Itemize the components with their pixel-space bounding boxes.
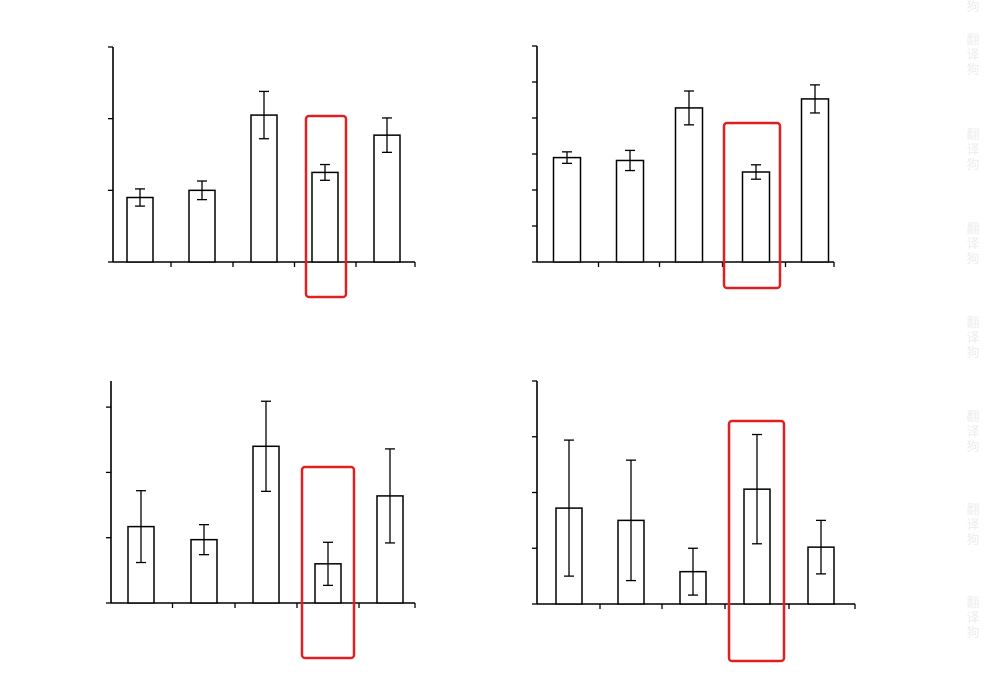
watermark-char: 译	[966, 143, 980, 158]
watermark-char: 翻	[966, 222, 980, 237]
bar-5	[800, 98, 830, 263]
watermark-char: 狗	[966, 0, 980, 15]
highlight-box	[722, 121, 782, 290]
watermark-block: 翻译狗	[966, 316, 980, 361]
panel-c	[106, 381, 416, 660]
watermark-block: 翻译狗	[966, 410, 980, 455]
watermark-char: 翻	[966, 410, 980, 425]
watermark-char: 狗	[966, 440, 980, 455]
watermark-block: 翻译狗	[966, 33, 980, 78]
bar-5	[373, 134, 401, 263]
highlight-box	[727, 419, 786, 663]
panel-d	[532, 380, 856, 663]
watermark-char: 狗	[966, 158, 980, 173]
watermark-block: 翻译狗	[966, 222, 980, 267]
bar-3	[674, 107, 704, 263]
bar-4	[311, 171, 339, 263]
watermark-char: 翻	[966, 503, 980, 518]
bar-2	[188, 189, 216, 263]
watermark-block: 翻译狗	[966, 596, 980, 641]
watermark-char: 狗	[966, 626, 980, 641]
watermark-char: 译	[966, 331, 980, 346]
highlight-box	[304, 114, 348, 299]
watermark-char: 译	[966, 425, 980, 440]
watermark-block: 翻译狗	[966, 503, 980, 548]
bar-3	[250, 114, 278, 263]
watermark-block: 狗	[966, 0, 980, 15]
watermark-char: 译	[966, 518, 980, 533]
bar-2	[615, 159, 645, 263]
bar-4	[741, 171, 771, 263]
watermark-block: 翻译狗	[966, 128, 980, 173]
watermark-char: 狗	[966, 63, 980, 78]
bar-1	[126, 196, 154, 263]
watermark-char: 翻	[966, 596, 980, 611]
watermark-char: 译	[966, 611, 980, 626]
watermark-char: 狗	[966, 533, 980, 548]
watermark-char: 狗	[966, 252, 980, 267]
watermark-char: 翻	[966, 128, 980, 143]
watermark-char: 译	[966, 48, 980, 63]
watermark-char: 译	[966, 237, 980, 252]
watermark-char: 翻	[966, 33, 980, 48]
highlight-box	[300, 465, 356, 660]
panel-a	[108, 46, 416, 299]
panel-b	[532, 45, 835, 290]
bar-1	[552, 156, 582, 263]
watermark-char: 狗	[966, 346, 980, 361]
watermark-char: 翻	[966, 316, 980, 331]
